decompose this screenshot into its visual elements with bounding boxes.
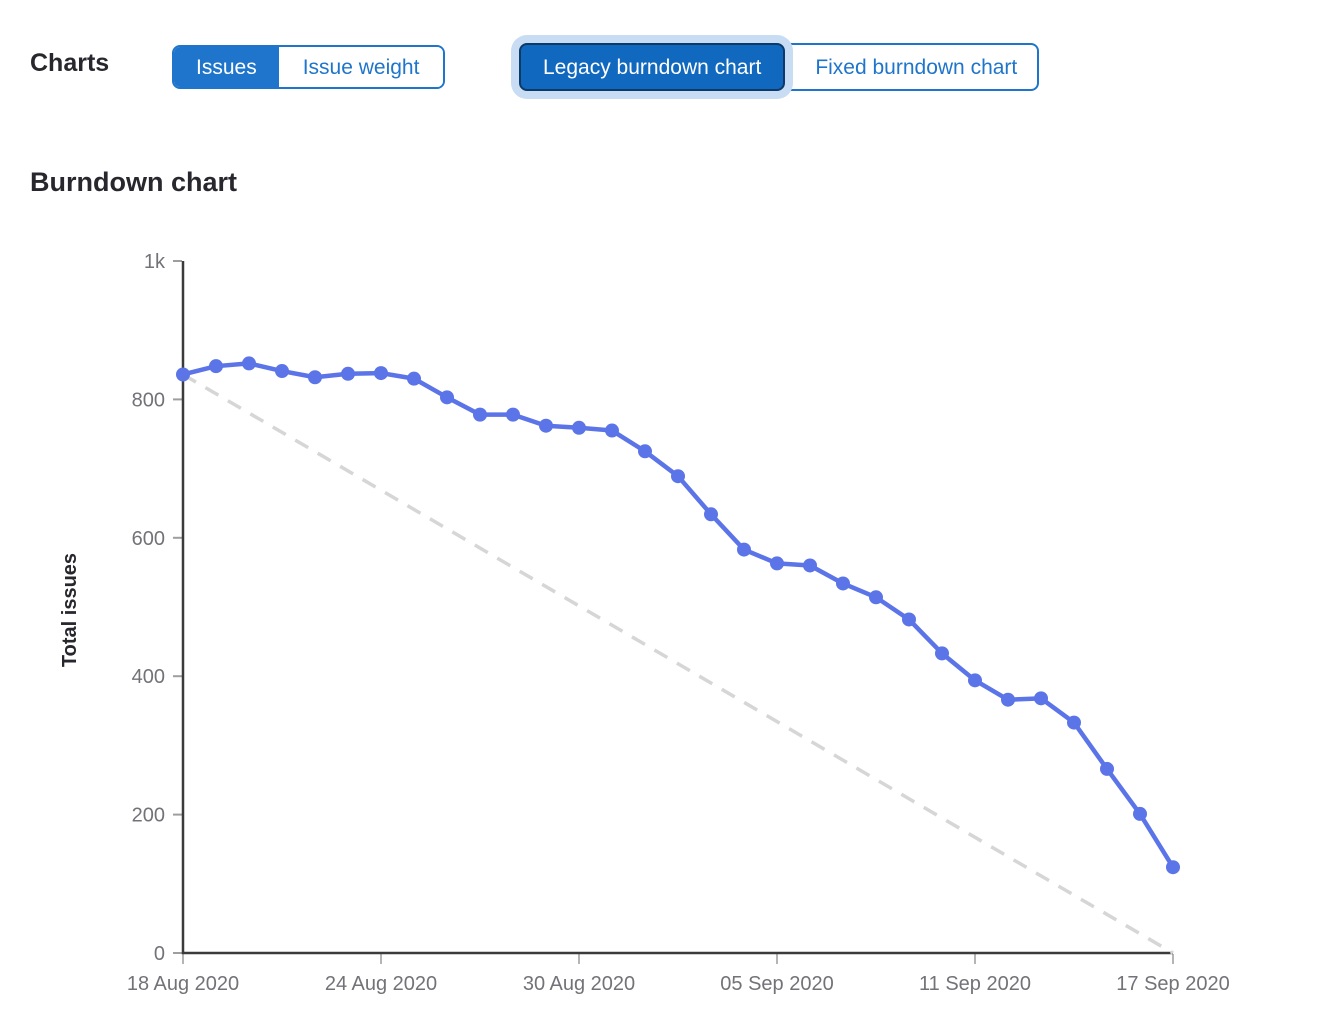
page-title: Burndown chart — [30, 167, 237, 197]
data-point — [638, 444, 652, 459]
data-point — [506, 407, 520, 422]
x-tick-label: 30 Aug 2020 — [523, 973, 635, 995]
axis-lines — [181, 261, 1173, 955]
x-tick-label: 05 Sep 2020 — [720, 973, 833, 995]
fixed-burndown-chart-button[interactable]: Fixed burndown chart — [785, 43, 1040, 91]
y-tick-label: 1k — [144, 251, 166, 273]
data-point — [1133, 806, 1147, 821]
data-point — [770, 556, 784, 571]
data-point — [869, 590, 883, 605]
data-point — [737, 542, 751, 557]
data-point — [902, 612, 916, 627]
issues-toggle-button[interactable]: Issues — [174, 47, 279, 87]
charts-label: Charts — [30, 49, 110, 77]
y-tick-label: 400 — [132, 666, 165, 688]
y-tick-label: 600 — [132, 528, 165, 550]
data-point — [539, 418, 553, 433]
data-point — [935, 646, 949, 661]
data-point — [803, 558, 817, 573]
chart-type-toggle-group: Legacy burndown chart Fixed burndown cha… — [519, 43, 1040, 91]
data-point — [1001, 692, 1015, 707]
data-type-toggle-group: Issues Issue weight — [172, 45, 446, 89]
data-point — [1166, 860, 1180, 875]
x-tick-label: 24 Aug 2020 — [325, 973, 437, 995]
data-point — [374, 366, 388, 381]
data-point — [1034, 691, 1048, 706]
data-point — [704, 507, 718, 522]
y-axis-title: Total issues — [59, 553, 81, 667]
issue-weight-toggle-button[interactable]: Issue weight — [278, 47, 444, 87]
y-tick-label: 0 — [154, 943, 165, 965]
data-point — [1100, 761, 1114, 776]
data-point — [209, 359, 223, 374]
data-point — [275, 364, 289, 379]
data-point — [968, 673, 982, 688]
data-point — [176, 367, 190, 382]
data-point — [1067, 715, 1081, 730]
data-point — [473, 407, 487, 422]
data-point — [671, 469, 685, 484]
legacy-burndown-chart-button[interactable]: Legacy burndown chart — [519, 43, 786, 91]
data-point — [572, 420, 586, 435]
data-point — [836, 576, 850, 591]
x-tick-label: 17 Sep 2020 — [1116, 973, 1229, 995]
data-point — [242, 356, 256, 371]
data-point — [341, 366, 355, 381]
x-tick-label: 11 Sep 2020 — [919, 973, 1031, 995]
x-tick-label: 18 Aug 2020 — [127, 973, 239, 995]
data-point — [407, 371, 421, 386]
y-tick-label: 200 — [132, 805, 165, 827]
data-point — [308, 370, 322, 385]
actual-remaining-line — [180, 361, 1176, 870]
data-point — [605, 423, 619, 438]
guideline — [182, 372, 1174, 955]
y-tick-label: 800 — [132, 389, 165, 411]
data-point — [440, 390, 454, 405]
